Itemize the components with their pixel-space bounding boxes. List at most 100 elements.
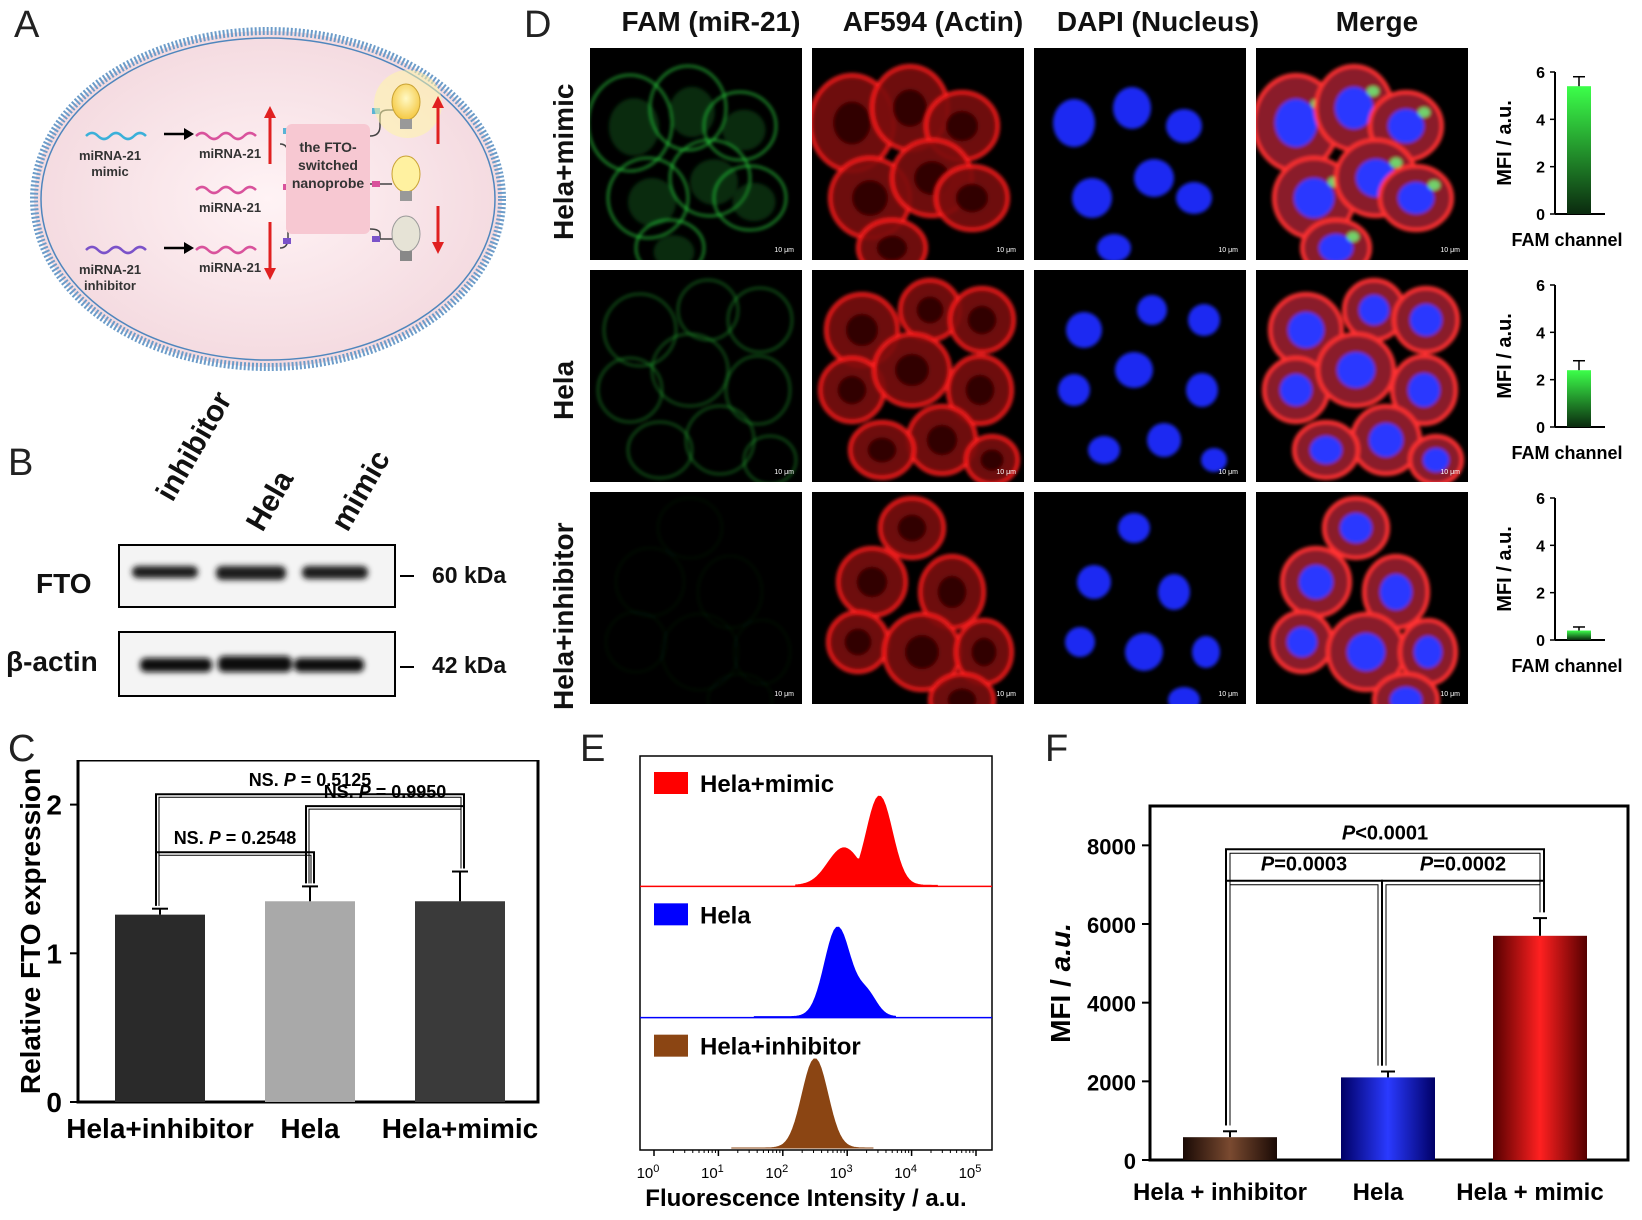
significance-bracket	[1225, 848, 1545, 1126]
merge-nucleus	[1294, 178, 1334, 218]
dapi-nucleus	[1088, 436, 1120, 464]
dapi-nucleus	[1137, 295, 1167, 325]
fam-cell	[627, 421, 693, 479]
fam-cell	[727, 287, 793, 353]
dapi-nucleus	[1188, 304, 1220, 336]
mini-y-label: MFI / a.u.	[1494, 526, 1516, 612]
column-header-merge: Merge	[1335, 6, 1419, 37]
fam-cell	[607, 157, 689, 239]
merge-nucleus	[1340, 513, 1372, 543]
fam-cell	[703, 91, 777, 161]
micrograph-mimic-af594: 10 μm	[812, 48, 1024, 260]
actin-nucleus-gap	[876, 235, 908, 260]
merge-nucleus	[1287, 627, 1317, 657]
mini-x-label: FAM channel	[1511, 656, 1622, 676]
micrograph-canvas	[1058, 295, 1227, 472]
dapi-nucleus	[1118, 513, 1150, 543]
micrograph-canvas	[818, 278, 1020, 482]
actin-nucleus-gap	[945, 110, 979, 142]
column-header-fam: FAM (miR-21)	[621, 6, 801, 37]
panel-label-a: A	[14, 4, 40, 46]
merge-nucleus	[1319, 234, 1353, 260]
label-mimic-line2: mimic	[91, 164, 129, 179]
merge-nucleus	[1369, 423, 1403, 457]
y-tick-label: 2000	[1087, 1070, 1136, 1095]
cell-layer	[818, 278, 1020, 482]
actin-nucleus-gap	[955, 183, 989, 213]
x-tick-label: 100	[637, 1163, 660, 1182]
y-tick-label: 8000	[1087, 834, 1136, 859]
fam-cell	[707, 673, 773, 704]
dapi-nucleus	[1186, 373, 1218, 407]
micrograph-inhibitor-dapi: 10 μm	[1034, 492, 1246, 704]
x-tick-label: Hela + mimic	[1456, 1179, 1603, 1206]
mini-y-tick-label: 0	[1536, 207, 1545, 224]
mini-y-tick-label: 6	[1536, 65, 1545, 82]
x-tick-label: Hela	[280, 1113, 340, 1144]
dapi-nucleus	[1158, 574, 1190, 610]
merge-nucleus	[1275, 99, 1317, 147]
mw-label-42: 42 kDa	[432, 652, 507, 678]
significance-bracket-inner	[158, 796, 462, 906]
mini-y-tick-label: 6	[1536, 491, 1545, 508]
x-tick-label: Hela + inhibitor	[1133, 1179, 1307, 1206]
significance-label: P=0.0003	[1261, 854, 1347, 876]
mini-y-label: MFI / a.u.	[1494, 100, 1516, 186]
fam-cell	[649, 65, 727, 151]
dapi-nucleus	[1134, 159, 1174, 197]
label-probe-line3: nanoprobe	[292, 175, 365, 191]
mini-bar	[1567, 86, 1591, 214]
x-tick-label: 103	[830, 1163, 853, 1182]
lane-label-inhibitor: inhibitor	[150, 386, 239, 507]
dapi-nucleus	[1166, 109, 1202, 143]
significance-bracket-inner	[158, 854, 312, 906]
legend-label: Hela+mimic	[700, 771, 834, 798]
mini-y-tick-label: 2	[1536, 586, 1545, 603]
fam-cyto	[608, 98, 660, 156]
merge-nucleus	[1388, 109, 1424, 143]
histogram-frame	[639, 755, 993, 1151]
mini-y-tick-label: 4	[1536, 538, 1545, 555]
scale-bar-label: 10 μm	[774, 691, 794, 698]
merge-nucleus	[1380, 574, 1412, 610]
row-label-hela-inhibitor: Hela+inhibitor	[548, 522, 579, 710]
cell-layer	[826, 496, 1014, 704]
histogram-1	[795, 795, 938, 886]
micrograph-inhibitor-merge: 10 μm	[1256, 492, 1468, 704]
panel-a-schematic: miRNA-21 mimic miRNA-21 inhibitor miRNA-…	[30, 27, 506, 371]
actin-nucleus-gap	[897, 514, 927, 542]
cell-layer	[605, 497, 791, 704]
fam-cell	[697, 555, 763, 629]
y-axis-label: MFI / a.u.	[1045, 923, 1076, 1043]
significance-bracket	[155, 851, 315, 906]
mini-y-tick-label: 4	[1536, 325, 1545, 342]
actin-nucleus-gap	[971, 637, 997, 667]
fam-cell	[651, 333, 729, 407]
micrograph-canvas	[1256, 64, 1454, 260]
cell-layer	[597, 279, 797, 482]
scale-bar-label: 10 μm	[1440, 469, 1460, 476]
fam-cell	[605, 611, 667, 673]
row-label-hela-mimic: Hela+mimic	[548, 83, 579, 240]
merge-nucleus	[1280, 374, 1312, 406]
actin-nucleus-gap	[916, 296, 944, 324]
micrograph-canvas	[812, 64, 1010, 260]
fam-cell	[615, 547, 685, 617]
micrograph-canvas	[1262, 278, 1464, 482]
x-tick-label: 105	[959, 1163, 982, 1182]
micrograph-canvas	[826, 496, 1014, 704]
scale-bar-label: 10 μm	[774, 247, 794, 254]
bar-2	[265, 901, 355, 1102]
cell-layer	[1270, 496, 1458, 704]
mini-mfi-charts: 0 2 4 6 MFI / a.u. FAM channel 0 2 4 6 MFI / a.u. F…	[1494, 65, 1623, 676]
micrograph-hela-fam: 10 μm	[590, 270, 802, 482]
bar-3	[415, 901, 505, 1102]
dapi-nucleus	[1077, 565, 1111, 599]
row-label-hela: Hela	[548, 360, 579, 420]
fam-cell	[603, 293, 677, 367]
x-tick-label: 101	[701, 1163, 724, 1182]
micrograph-hela-dapi: 10 μm	[1034, 270, 1246, 482]
dapi-nucleus	[1201, 448, 1227, 472]
dapi-nucleus	[1065, 627, 1095, 657]
